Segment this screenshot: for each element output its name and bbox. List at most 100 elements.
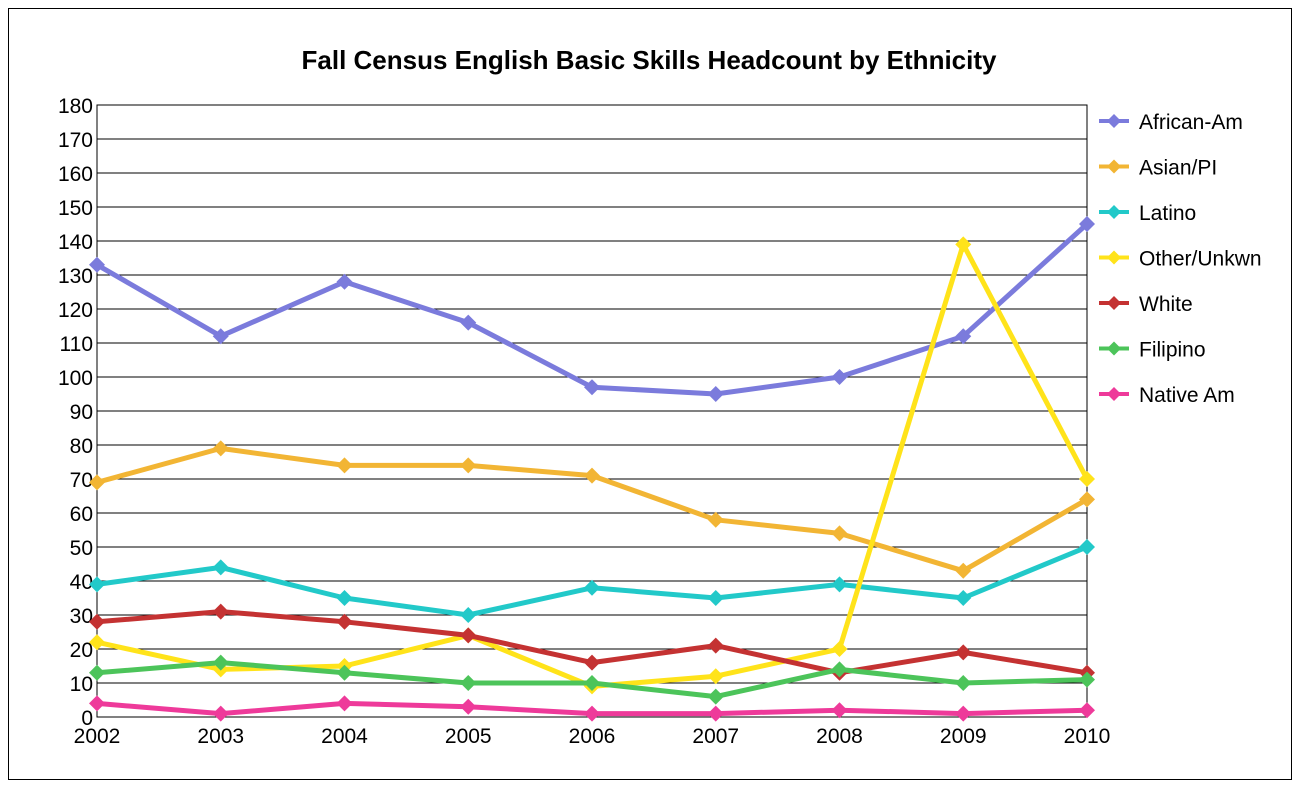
data-point [584,675,600,691]
y-tick-label: 140 [58,231,93,254]
legend-label: African-Am [1139,111,1243,134]
legend-marker [1107,387,1121,401]
data-point [336,273,353,290]
data-point [89,256,105,273]
x-tick-label: 2010 [1064,725,1111,748]
data-point [336,695,353,712]
data-point [212,654,229,671]
series-latino [89,539,1095,623]
data-point [707,705,724,722]
data-point [336,664,353,681]
y-tick-label: 30 [70,605,93,628]
legend-item: Other/Unkwn [1099,248,1262,271]
y-tick-label: 90 [70,401,93,424]
y-axis-ticks: 0 10 20 30 40 50 60 70 80 90 100 110 120 130 140 150 160… [58,95,93,730]
data-point [212,603,229,620]
x-tick-label: 2009 [940,725,987,748]
data-point [955,236,972,253]
data-point [831,525,848,542]
legend-marker [1107,341,1121,356]
chart-frame: Fall Census English Basic Skills Headcou… [8,8,1292,780]
y-tick-label: 180 [58,95,93,118]
data-point [336,590,353,606]
series-filipino [89,654,1095,705]
data-point [1079,216,1095,232]
chart-title: Fall Census English Basic Skills Headcou… [302,45,997,75]
legend-item: White [1099,293,1193,316]
data-point [1079,702,1095,719]
y-tick-label: 0 [81,707,93,730]
legend-item: African-Am [1099,111,1243,134]
data-point [707,668,724,685]
data-point [460,698,477,715]
data-point [955,675,972,691]
line-chart: Fall Census English Basic Skills Headcou… [58,45,1262,748]
y-tick-label: 110 [60,333,93,356]
series-african-am [89,216,1095,402]
legend-item: Latino [1099,202,1196,225]
data-point [460,314,477,331]
data-point [955,562,972,579]
legend-label: Asian/PI [1139,157,1217,180]
data-point [212,705,229,722]
data-point [707,637,724,654]
y-tick-label: 170 [58,129,93,152]
data-point [460,627,477,644]
legend-marker [1107,205,1121,219]
series-native-am [89,695,1095,722]
legend-marker [1107,250,1121,265]
y-tick-label: 60 [70,503,93,526]
data-point [336,457,353,474]
legend-item: Native Am [1099,384,1235,407]
data-point [89,613,105,630]
x-axis-ticks: 2002 2003 2004 2005 2006 2007 2008 2009 2010 [74,725,1111,748]
x-tick-label: 2003 [197,725,244,748]
data-point [584,467,600,484]
data-point [584,579,600,596]
y-tick-label: 150 [58,197,93,220]
legend-label: Filipino [1139,339,1206,362]
data-point [707,386,724,402]
series-line [96,241,1090,689]
legend-item: Asian/PI [1099,157,1217,180]
series-asian-pi [89,440,1095,579]
x-tick-label: 2002 [74,725,121,748]
legend-marker [1107,159,1121,174]
data-point [89,576,105,593]
data-point [336,613,353,630]
data-point [831,702,848,719]
gridlines [97,104,1087,718]
data-point [89,695,105,712]
y-tick-label: 10 [70,673,93,696]
data-point [89,634,105,651]
data-point [707,590,724,606]
series-group [89,216,1095,722]
data-point [1079,471,1095,487]
data-point [831,576,848,593]
data-point [212,328,229,345]
data-point [1079,539,1095,555]
data-point [212,440,229,457]
legend-label: Other/Unkwn [1139,248,1262,271]
data-point [707,511,724,528]
y-tick-label: 120 [58,299,93,322]
data-point [89,664,105,681]
series-white [89,603,1095,681]
y-tick-label: 50 [70,537,93,560]
legend: African-Am Asian/PI Latino Other/Unkwn White… [1099,111,1262,407]
x-tick-label: 2008 [816,725,863,748]
y-tick-label: 70 [70,469,93,492]
data-point [460,457,477,474]
legend-marker [1107,114,1121,128]
data-point [212,559,229,576]
data-point [460,675,477,691]
data-point [955,590,972,606]
data-point [955,328,972,345]
data-point [1079,671,1095,688]
legend-label: White [1139,293,1193,316]
data-point [831,641,848,657]
y-tick-label: 40 [70,571,93,594]
data-point [707,688,724,705]
legend-marker [1107,296,1121,310]
y-tick-label: 160 [58,163,93,186]
